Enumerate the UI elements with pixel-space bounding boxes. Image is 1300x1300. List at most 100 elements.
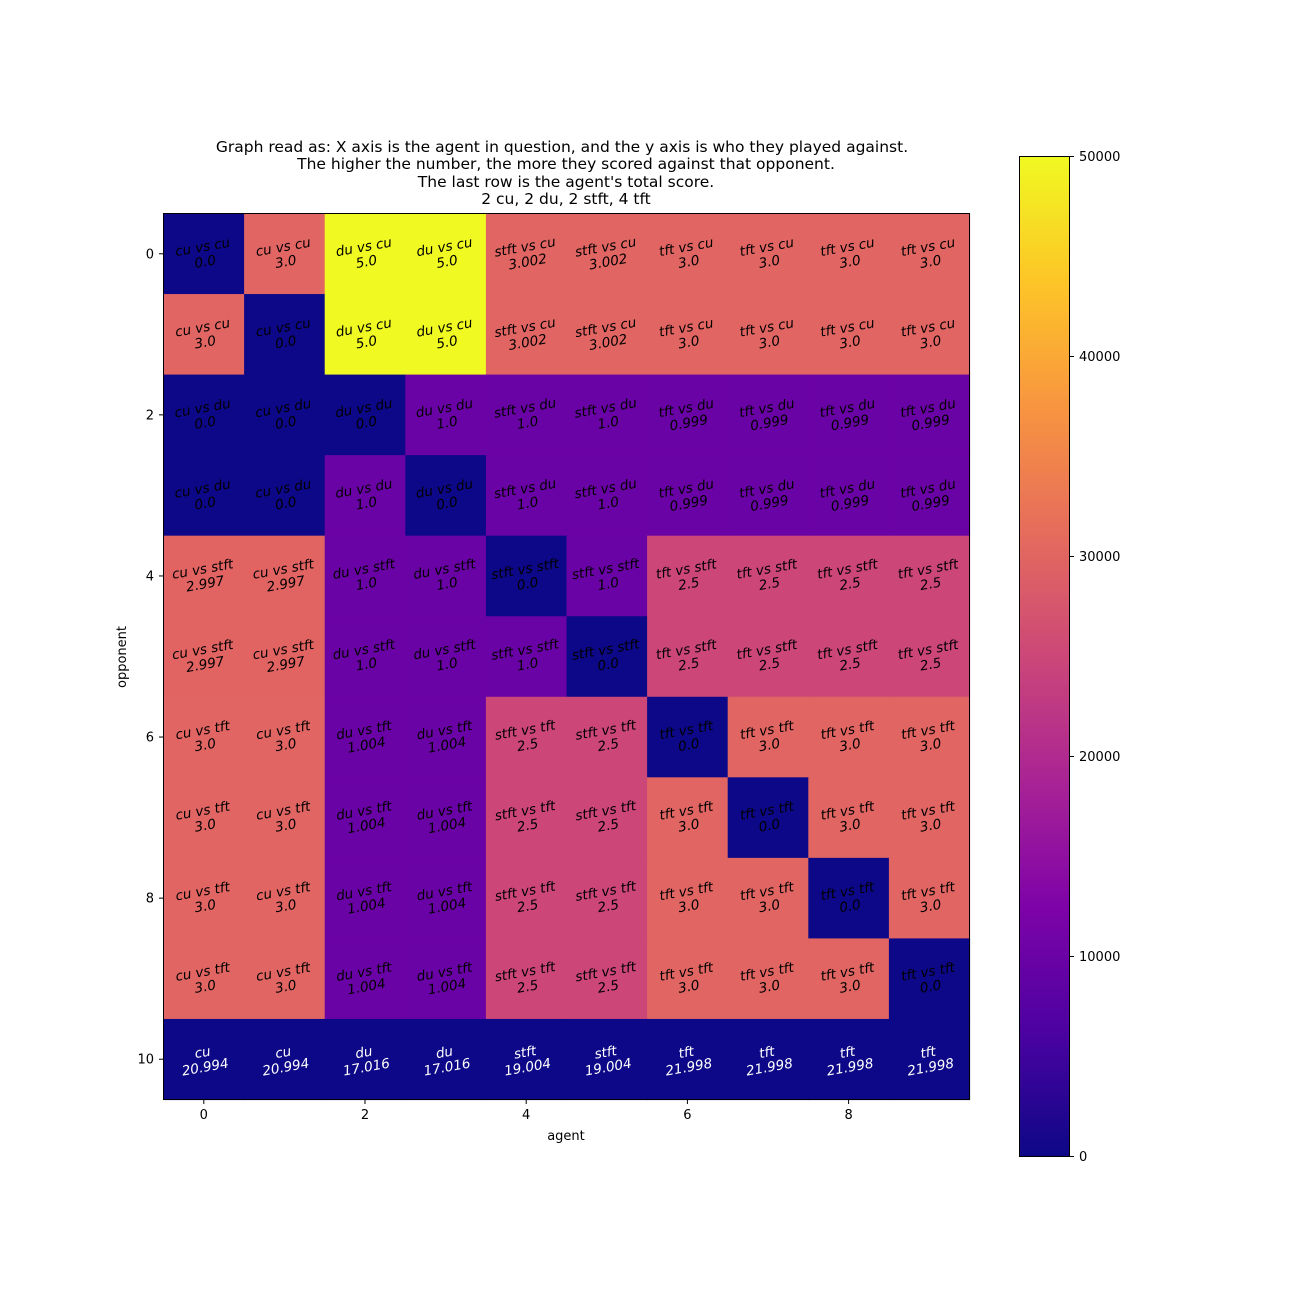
colorbar-tick-label: 40000 — [1079, 350, 1120, 365]
cell-label: tft vs du0.999 — [738, 476, 799, 516]
heatmap-cell — [485, 455, 568, 537]
heatmap-cell — [405, 696, 487, 778]
heatmap-cell — [163, 1018, 245, 1101]
heatmap-cell — [405, 213, 487, 295]
heatmap-cell — [405, 938, 487, 1020]
heatmap-cell — [808, 294, 890, 376]
heatmap-cell — [808, 696, 890, 778]
title-line-3: The last row is the agent's total score. — [417, 173, 714, 191]
heatmap-cell — [244, 374, 326, 456]
heatmap-cell — [566, 938, 648, 1020]
y-tick-label: 2 — [146, 408, 154, 423]
heatmap-cell — [647, 455, 729, 537]
heatmap-cell — [405, 777, 487, 859]
title-line-1: Graph read as: X axis is the agent in qu… — [216, 138, 908, 156]
heatmap-cell — [163, 696, 245, 778]
heatmap-cell — [163, 213, 245, 295]
heatmap-cell — [163, 294, 245, 376]
cell-label: tft vs stft2.5 — [655, 637, 721, 678]
cell-label: tft vs tft0.0 — [900, 960, 960, 1000]
heatmap-cell — [566, 535, 648, 617]
y-tick-label: 8 — [146, 892, 154, 907]
heatmap-cell — [244, 777, 326, 859]
cell-label: stft vs du1.0 — [573, 476, 641, 517]
heatmap-cell — [647, 213, 729, 295]
heatmap-cell — [647, 294, 729, 376]
heatmap-cell — [727, 374, 809, 456]
x-axis-label: agent — [547, 1129, 585, 1144]
y-tick-label: 0 — [146, 247, 154, 262]
heatmap-cell — [244, 213, 326, 295]
heatmap-cell — [888, 938, 971, 1020]
cell-label: du vs tft1.004 — [415, 718, 476, 758]
colorbar-tick-label: 30000 — [1079, 550, 1120, 565]
heatmap-cell — [244, 616, 326, 698]
heatmap-cell — [485, 1018, 568, 1101]
heatmap-cell — [566, 616, 648, 698]
title-line-2: The higher the number, the more they sco… — [296, 155, 835, 173]
heatmap-cell — [647, 857, 729, 940]
heatmap-cell — [485, 213, 568, 295]
heatmap-cell — [244, 294, 326, 376]
heatmap-cell — [808, 938, 890, 1020]
heatmap-cell — [405, 1018, 487, 1101]
heatmap-cell — [405, 616, 487, 698]
heatmap-cell — [888, 696, 971, 778]
heatmap-cell — [566, 777, 648, 859]
heatmap-cell — [324, 535, 406, 617]
chart-title: Graph read as: X axis is the agent in qu… — [216, 138, 908, 208]
title-line-4: 2 cu, 2 du, 2 stft, 4 tft — [481, 190, 650, 208]
heatmap-cell — [727, 857, 809, 940]
heatmap-cell — [727, 535, 809, 617]
heatmap-cell — [888, 857, 971, 940]
heatmap-cell — [566, 857, 648, 940]
cell-label: tft vs du0.999 — [818, 476, 879, 516]
heatmap-cell — [163, 857, 245, 940]
heatmap-cell — [163, 938, 245, 1020]
heatmap-cell — [244, 857, 326, 940]
heatmap-cell — [405, 455, 487, 537]
heatmap-cell — [244, 938, 326, 1020]
heatmap-cell — [888, 1018, 971, 1101]
heatmap-cell — [405, 374, 487, 456]
x-tick-label: 4 — [522, 1108, 530, 1123]
heatmap-cell — [244, 696, 326, 778]
y-tick-label: 4 — [146, 569, 154, 584]
heatmap-cell — [324, 938, 406, 1020]
heatmap-cell — [647, 938, 729, 1020]
heatmap-cell — [888, 374, 971, 456]
cell-label: du vs tft1.004 — [415, 879, 476, 919]
heatmap-cell — [244, 1018, 326, 1101]
heatmap-cell — [808, 213, 890, 295]
heatmap-cell — [727, 777, 809, 859]
x-tick-label: 2 — [361, 1108, 369, 1123]
colorbar-tick-label: 0 — [1079, 1150, 1087, 1165]
heatmap-cell — [888, 535, 971, 617]
heatmap-cell — [888, 777, 971, 859]
heatmap-cells: cu vs cu0.0cu vs cu3.0du vs cu5.0du vs c… — [163, 213, 971, 1101]
heatmap-cell — [647, 616, 729, 698]
heatmap-cell — [808, 777, 890, 859]
heatmap-cell — [647, 535, 729, 617]
heatmap-cell — [727, 616, 809, 698]
heatmap-cell — [888, 455, 971, 537]
heatmap-cell — [324, 213, 406, 295]
heatmap-cell — [566, 696, 648, 778]
heatmap-cell — [727, 938, 809, 1020]
heatmap-cell — [324, 374, 406, 456]
heatmap-cell — [808, 535, 890, 617]
heatmap-cell — [324, 857, 406, 940]
heatmap-cell — [808, 857, 890, 940]
cell-label: du vs tft1.004 — [415, 959, 476, 999]
cell-label: du vs tft1.004 — [335, 879, 396, 919]
heatmap-cell — [808, 616, 890, 698]
heatmap-cell — [244, 535, 326, 617]
colorbar — [1019, 156, 1070, 1157]
heatmap-cell — [727, 1018, 809, 1101]
heatmap-cell — [485, 938, 568, 1020]
y-tick-label: 10 — [137, 1053, 154, 1068]
heatmap-cell — [163, 374, 245, 456]
heatmap-cell — [244, 455, 326, 537]
x-tick-label: 8 — [844, 1108, 852, 1123]
